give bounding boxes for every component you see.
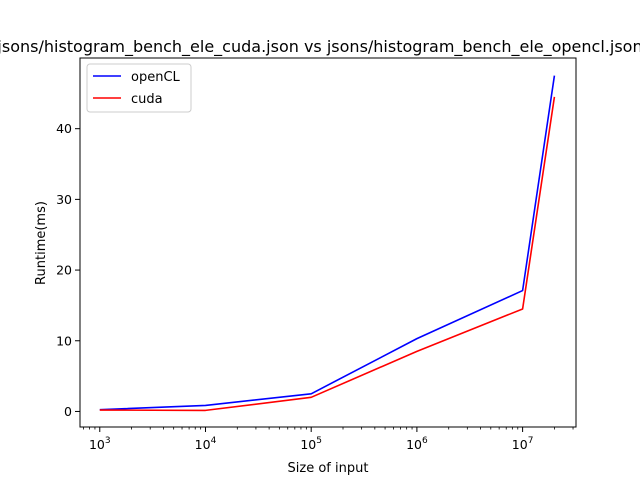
- axis-ticks: 103 104 105 106 107 0 10 20 30 40: [56, 121, 574, 452]
- chart-title: jsons/histogram_bench_ele_cuda.json vs j…: [0, 37, 640, 57]
- x-tick-label: 105: [300, 436, 322, 452]
- plot-area: [99, 75, 556, 412]
- y-tick-label: 0: [64, 404, 72, 419]
- x-tick-label: 107: [512, 436, 534, 452]
- y-tick-label: 10: [56, 333, 72, 348]
- series-line-opencl: [99, 75, 556, 411]
- x-tick-label: 106: [406, 436, 428, 452]
- x-tick-label: 104: [195, 436, 217, 452]
- y-tick-label: 40: [56, 121, 72, 136]
- y-tick-label: 30: [56, 192, 72, 207]
- axes-frame: [79, 57, 577, 428]
- legend: openCL cuda: [86, 63, 192, 113]
- legend-label-cuda: cuda: [131, 92, 163, 107]
- y-tick-label: 20: [56, 263, 72, 278]
- series-line-cuda: [99, 96, 556, 412]
- x-axis-label: Size of input: [288, 461, 369, 476]
- legend-label-opencl: openCL: [131, 70, 181, 85]
- y-axis-label: Runtime(ms): [34, 201, 49, 285]
- x-tick-label: 103: [89, 436, 111, 452]
